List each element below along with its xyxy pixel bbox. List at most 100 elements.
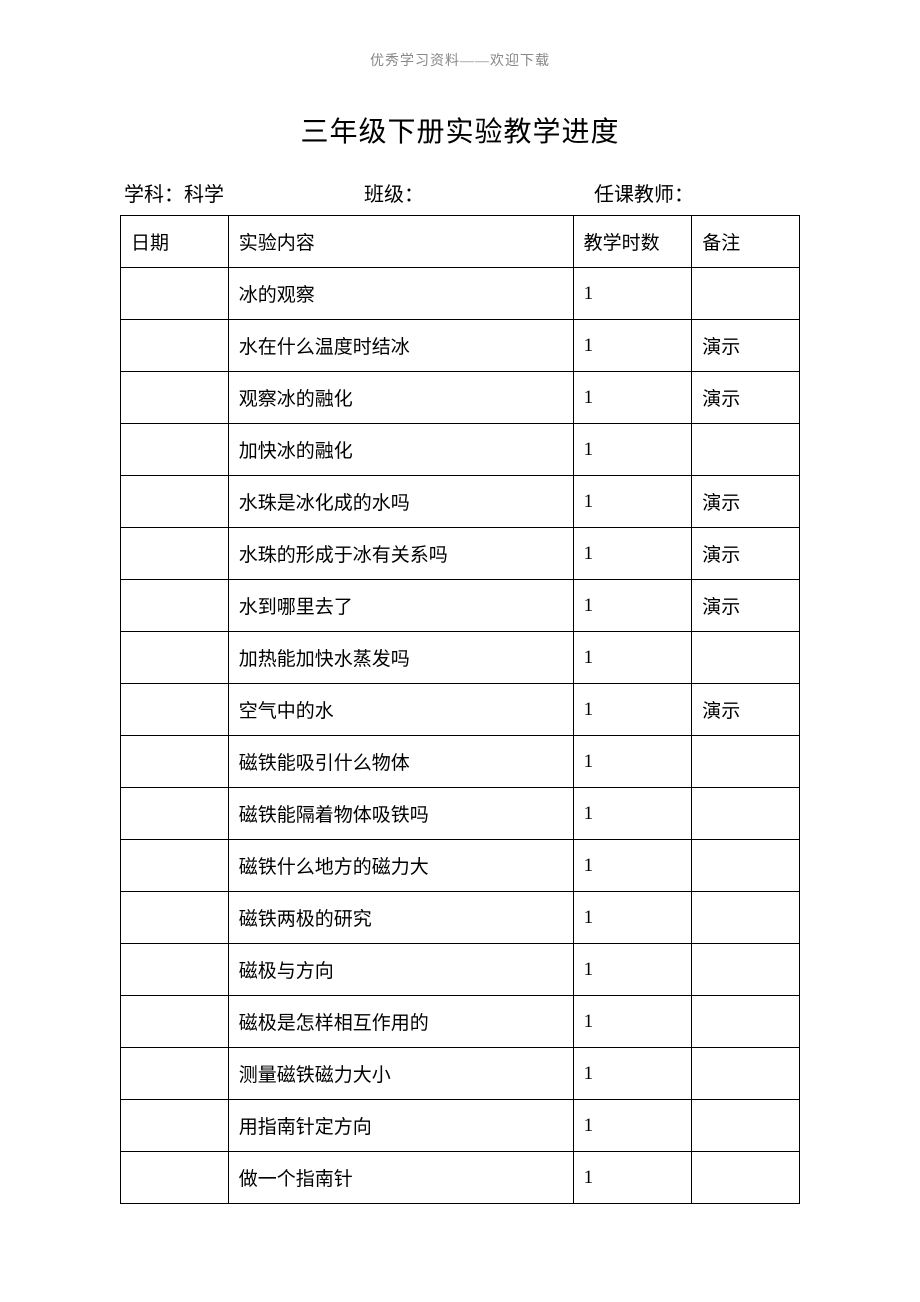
table-row: 磁铁能隔着物体吸铁吗1 bbox=[121, 788, 800, 840]
table-header-row: 日期 实验内容 教学时数 备注 bbox=[121, 216, 800, 268]
table-cell: 磁铁能隔着物体吸铁吗 bbox=[228, 788, 573, 840]
col-header-content: 实验内容 bbox=[228, 216, 573, 268]
header-note: 优秀学习资料——欢迎下载 bbox=[120, 50, 800, 70]
table-row: 磁铁两极的研究1 bbox=[121, 892, 800, 944]
table-cell bbox=[692, 1100, 800, 1152]
table-cell: 1 bbox=[573, 996, 692, 1048]
table-cell bbox=[121, 684, 229, 736]
table-cell: 用指南针定方向 bbox=[228, 1100, 573, 1152]
table-cell: 演示 bbox=[692, 528, 800, 580]
table-cell bbox=[692, 424, 800, 476]
table-cell bbox=[121, 320, 229, 372]
table-cell bbox=[121, 580, 229, 632]
meta-subject: 学科：科学 bbox=[124, 178, 364, 207]
table-row: 磁铁什么地方的磁力大1 bbox=[121, 840, 800, 892]
table-row: 磁极与方向1 bbox=[121, 944, 800, 996]
table-cell: 水在什么温度时结冰 bbox=[228, 320, 573, 372]
table-cell bbox=[121, 1100, 229, 1152]
table-row: 水到哪里去了1演示 bbox=[121, 580, 800, 632]
table-cell: 1 bbox=[573, 840, 692, 892]
table-cell bbox=[121, 944, 229, 996]
table-cell bbox=[121, 528, 229, 580]
table-cell bbox=[121, 996, 229, 1048]
table-cell: 1 bbox=[573, 684, 692, 736]
table-cell bbox=[121, 788, 229, 840]
table-cell: 磁铁能吸引什么物体 bbox=[228, 736, 573, 788]
table-cell: 1 bbox=[573, 1152, 692, 1204]
table-cell: 演示 bbox=[692, 372, 800, 424]
table-cell: 冰的观察 bbox=[228, 268, 573, 320]
table-cell: 1 bbox=[573, 944, 692, 996]
table-cell: 演示 bbox=[692, 476, 800, 528]
table-cell: 演示 bbox=[692, 580, 800, 632]
table-row: 加快冰的融化1 bbox=[121, 424, 800, 476]
table-cell bbox=[121, 892, 229, 944]
table-row: 加热能加快水蒸发吗1 bbox=[121, 632, 800, 684]
table-row: 磁极是怎样相互作用的1 bbox=[121, 996, 800, 1048]
table-cell: 做一个指南针 bbox=[228, 1152, 573, 1204]
table-cell bbox=[692, 788, 800, 840]
table-cell bbox=[121, 476, 229, 528]
table-cell: 1 bbox=[573, 788, 692, 840]
teacher-label: 任课教师： bbox=[594, 184, 694, 206]
table-cell: 磁铁什么地方的磁力大 bbox=[228, 840, 573, 892]
table-cell bbox=[692, 944, 800, 996]
table-cell: 观察冰的融化 bbox=[228, 372, 573, 424]
table-row: 观察冰的融化1演示 bbox=[121, 372, 800, 424]
table-cell: 演示 bbox=[692, 684, 800, 736]
table-cell: 加快冰的融化 bbox=[228, 424, 573, 476]
table-cell: 水珠的形成于冰有关系吗 bbox=[228, 528, 573, 580]
document-page: 优秀学习资料——欢迎下载 三年级下册实验教学进度 学科：科学 班级： 任课教师：… bbox=[0, 0, 920, 1254]
table-cell: 1 bbox=[573, 736, 692, 788]
table-cell bbox=[692, 268, 800, 320]
table-cell: 加热能加快水蒸发吗 bbox=[228, 632, 573, 684]
table-cell: 水珠是冰化成的水吗 bbox=[228, 476, 573, 528]
table-cell: 1 bbox=[573, 268, 692, 320]
table-row: 空气中的水1演示 bbox=[121, 684, 800, 736]
table-body: 冰的观察1水在什么温度时结冰1演示观察冰的融化1演示加快冰的融化1水珠是冰化成的… bbox=[121, 268, 800, 1204]
table-cell: 水到哪里去了 bbox=[228, 580, 573, 632]
table-row: 测量磁铁磁力大小1 bbox=[121, 1048, 800, 1100]
table-cell: 1 bbox=[573, 476, 692, 528]
table-cell: 演示 bbox=[692, 320, 800, 372]
table-row: 做一个指南针1 bbox=[121, 1152, 800, 1204]
table-cell: 1 bbox=[573, 580, 692, 632]
table-row: 磁铁能吸引什么物体1 bbox=[121, 736, 800, 788]
table-cell bbox=[121, 840, 229, 892]
table-cell bbox=[121, 736, 229, 788]
class-label: 班级： bbox=[364, 184, 424, 206]
page-title: 三年级下册实验教学进度 bbox=[120, 110, 800, 150]
table-cell: 空气中的水 bbox=[228, 684, 573, 736]
table-cell: 1 bbox=[573, 632, 692, 684]
table-row: 冰的观察1 bbox=[121, 268, 800, 320]
table-cell: 磁铁两极的研究 bbox=[228, 892, 573, 944]
table-row: 水在什么温度时结冰1演示 bbox=[121, 320, 800, 372]
subject-label: 学科： bbox=[124, 184, 184, 206]
table-cell bbox=[121, 632, 229, 684]
table-cell: 磁极与方向 bbox=[228, 944, 573, 996]
table-row: 水珠的形成于冰有关系吗1演示 bbox=[121, 528, 800, 580]
table-cell: 1 bbox=[573, 424, 692, 476]
table-cell: 测量磁铁磁力大小 bbox=[228, 1048, 573, 1100]
table-cell: 磁极是怎样相互作用的 bbox=[228, 996, 573, 1048]
table-cell: 1 bbox=[573, 528, 692, 580]
table-cell bbox=[692, 840, 800, 892]
meta-class: 班级： bbox=[364, 178, 594, 207]
subject-value: 科学 bbox=[184, 184, 224, 206]
table-cell: 1 bbox=[573, 372, 692, 424]
col-header-notes: 备注 bbox=[692, 216, 800, 268]
table-cell bbox=[121, 1152, 229, 1204]
meta-row: 学科：科学 班级： 任课教师： bbox=[120, 178, 800, 207]
col-header-hours: 教学时数 bbox=[573, 216, 692, 268]
meta-teacher: 任课教师： bbox=[594, 178, 800, 207]
table-cell bbox=[121, 424, 229, 476]
table-cell bbox=[121, 268, 229, 320]
table-cell: 1 bbox=[573, 320, 692, 372]
table-cell bbox=[692, 892, 800, 944]
table-cell: 1 bbox=[573, 1100, 692, 1152]
table-cell bbox=[692, 632, 800, 684]
table-cell bbox=[692, 736, 800, 788]
col-header-date: 日期 bbox=[121, 216, 229, 268]
table-cell: 1 bbox=[573, 892, 692, 944]
table-cell bbox=[692, 996, 800, 1048]
